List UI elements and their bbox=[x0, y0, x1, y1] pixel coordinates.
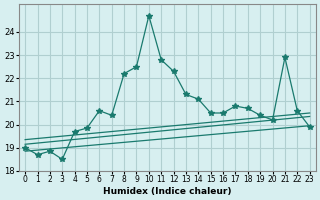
X-axis label: Humidex (Indice chaleur): Humidex (Indice chaleur) bbox=[103, 187, 232, 196]
